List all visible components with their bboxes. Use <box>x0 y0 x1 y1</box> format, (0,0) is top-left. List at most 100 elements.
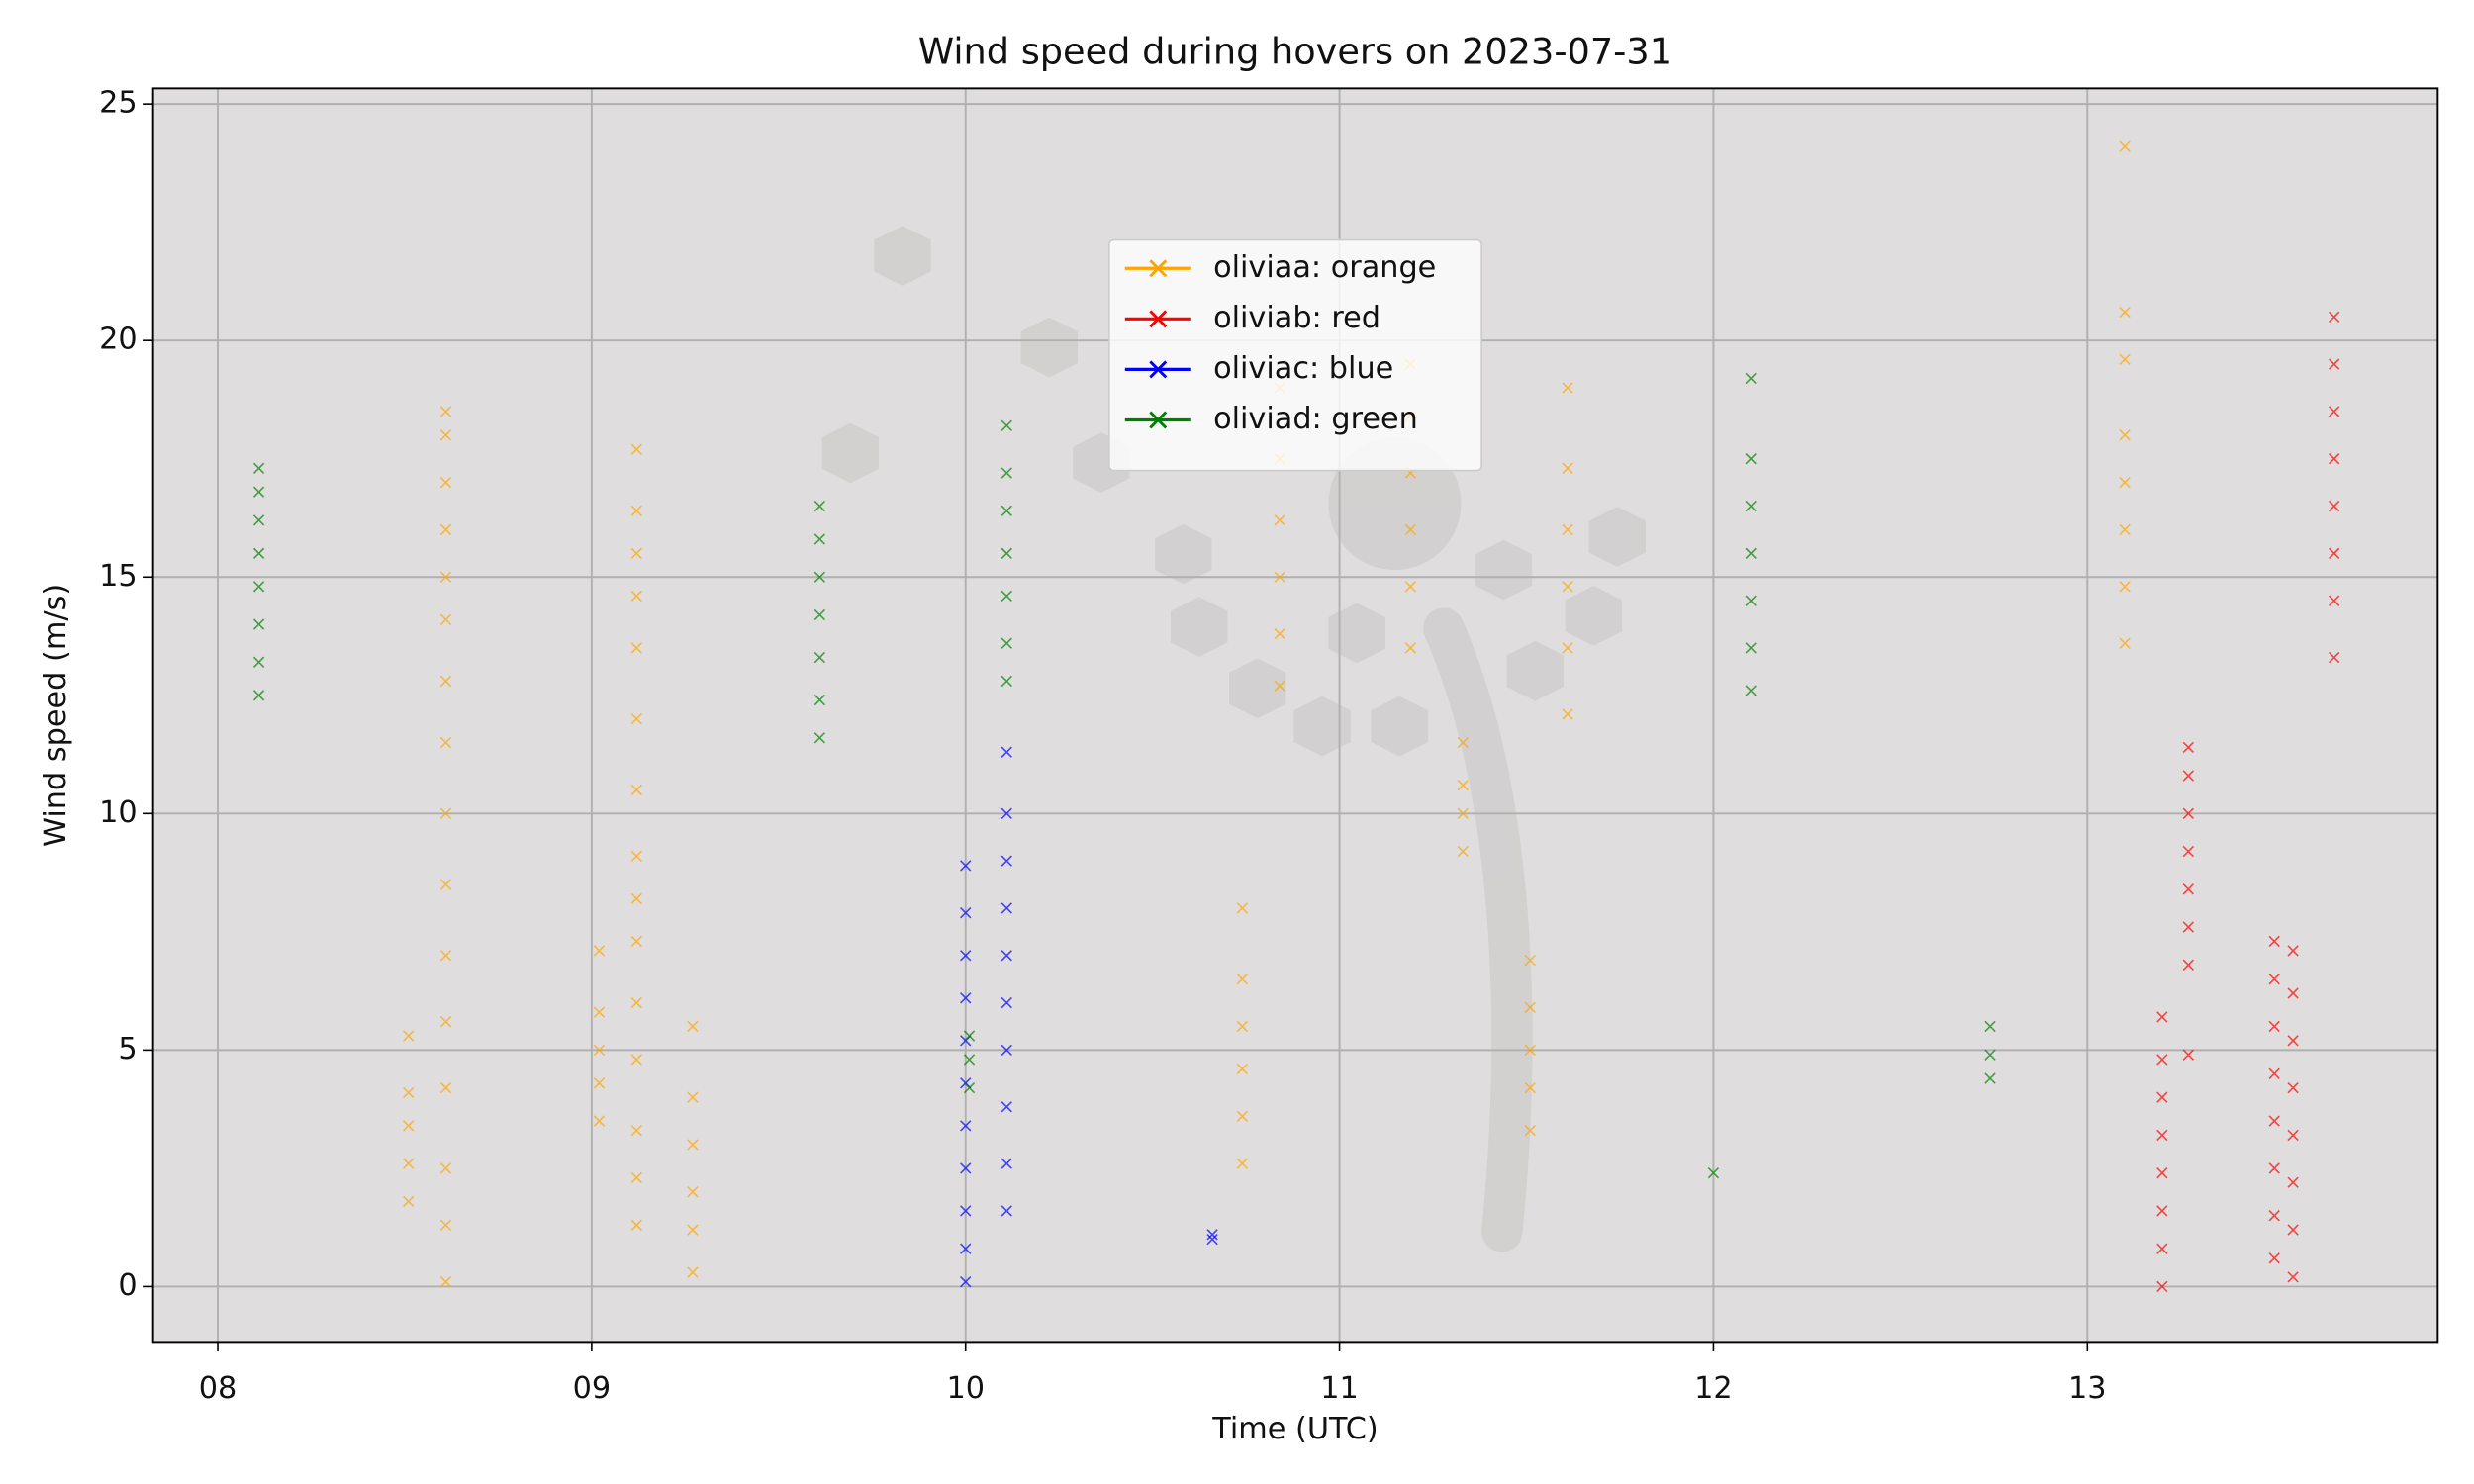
point <box>630 1219 642 1231</box>
point <box>2328 595 2340 606</box>
point <box>2119 306 2131 319</box>
point <box>2119 637 2131 649</box>
point <box>1404 523 1417 536</box>
legend: oliviaa: orange oliviab: red oliviac: blue… <box>1108 238 1482 472</box>
point <box>439 1219 452 1231</box>
point <box>2182 1049 2194 1061</box>
point <box>1274 514 1285 526</box>
point <box>2287 1129 2299 1142</box>
legend-marker <box>1149 360 1168 379</box>
point <box>963 1054 976 1066</box>
legend-label: oliviad: green <box>1213 402 1418 436</box>
point <box>687 1266 699 1278</box>
point <box>630 850 642 863</box>
legend-marker <box>1149 411 1168 429</box>
point <box>593 1044 606 1057</box>
point <box>960 1120 972 1132</box>
point <box>2268 1115 2280 1127</box>
point <box>1745 372 1757 385</box>
point <box>1000 675 1012 688</box>
point <box>1562 708 1573 720</box>
point <box>252 462 265 474</box>
x-tick-label: 11 <box>1320 1371 1359 1406</box>
legend-label: oliviaa: orange <box>1213 250 1436 285</box>
point <box>630 505 642 516</box>
point <box>2119 140 2131 152</box>
point <box>813 533 826 545</box>
point <box>1000 855 1012 867</box>
point <box>630 642 642 654</box>
point <box>630 1171 642 1184</box>
point <box>1236 1020 1249 1033</box>
point <box>2182 883 2194 895</box>
point <box>1206 1229 1218 1241</box>
point <box>2328 651 2340 664</box>
point <box>1984 1020 1996 1033</box>
point <box>2328 500 2340 512</box>
point <box>960 1205 972 1217</box>
y-tick-label: 15 <box>99 559 138 594</box>
point <box>813 732 826 744</box>
point <box>2268 1210 2280 1222</box>
point <box>2268 1252 2280 1264</box>
point <box>687 1186 699 1198</box>
point <box>1000 590 1012 603</box>
point <box>1000 746 1012 758</box>
point <box>813 500 826 512</box>
point <box>1457 779 1469 791</box>
point <box>2156 1280 2168 1293</box>
point <box>2182 921 2194 933</box>
point <box>2328 311 2340 323</box>
point <box>2119 353 2131 365</box>
point <box>1457 845 1469 858</box>
point <box>2182 807 2194 819</box>
point <box>630 1054 642 1066</box>
point <box>1000 807 1012 819</box>
point <box>2287 1081 2299 1094</box>
point <box>2119 429 2131 441</box>
point <box>1000 637 1012 649</box>
point <box>2182 770 2194 782</box>
point <box>1236 1158 1249 1169</box>
point <box>2268 1162 2280 1174</box>
point <box>1745 595 1757 606</box>
point <box>687 1139 699 1151</box>
point <box>1562 382 1573 394</box>
point <box>960 907 972 919</box>
point <box>1457 736 1469 749</box>
watermark <box>821 226 1646 1252</box>
point <box>593 1077 606 1089</box>
point <box>813 571 826 583</box>
point <box>1000 505 1012 516</box>
point <box>403 1120 415 1132</box>
y-tick-label: 25 <box>99 86 138 121</box>
point <box>439 879 452 890</box>
point <box>1000 547 1012 560</box>
point <box>439 613 452 625</box>
point <box>2287 1224 2299 1236</box>
legend-label: oliviab: red <box>1213 301 1380 335</box>
y-tick-label: 0 <box>118 1268 137 1303</box>
y-tick-label: 5 <box>118 1032 137 1067</box>
point <box>2182 741 2194 754</box>
point <box>1524 1124 1536 1137</box>
point <box>1562 523 1573 536</box>
point <box>813 694 826 706</box>
point <box>1000 1101 1012 1113</box>
point <box>960 950 972 962</box>
point <box>1984 1072 1996 1084</box>
point <box>439 1275 452 1288</box>
point <box>1562 581 1573 593</box>
x-tick-label: 08 <box>199 1371 238 1406</box>
point <box>630 547 642 560</box>
point <box>2156 1091 2168 1103</box>
point <box>1524 954 1536 967</box>
point <box>630 784 642 796</box>
point <box>2268 935 2280 948</box>
point <box>439 1162 452 1174</box>
point <box>960 1275 972 1288</box>
point <box>687 1020 699 1033</box>
point <box>960 860 972 872</box>
point <box>963 1081 976 1094</box>
